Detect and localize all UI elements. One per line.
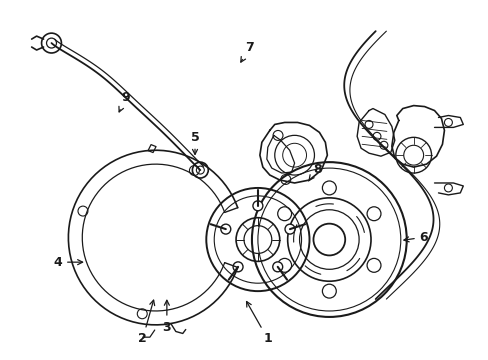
Text: 2: 2	[138, 300, 154, 346]
Text: 3: 3	[162, 300, 171, 334]
Text: 1: 1	[246, 302, 272, 346]
Circle shape	[272, 262, 282, 272]
Circle shape	[221, 224, 230, 234]
Text: 9: 9	[119, 91, 130, 112]
Text: 6: 6	[403, 231, 427, 244]
Circle shape	[252, 201, 263, 211]
Text: 7: 7	[240, 41, 253, 62]
Text: 8: 8	[308, 163, 321, 181]
Circle shape	[233, 262, 243, 272]
Text: 5: 5	[190, 131, 199, 154]
Circle shape	[285, 224, 294, 234]
Text: 4: 4	[53, 256, 82, 269]
